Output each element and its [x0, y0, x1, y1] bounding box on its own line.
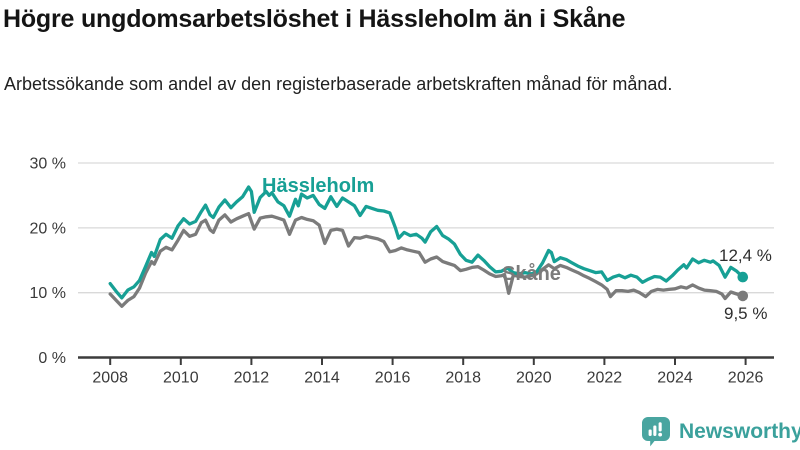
newsworthy-bubble-chart-icon: [642, 417, 670, 447]
y-tick-label: 10 %: [30, 285, 66, 302]
x-tick-label: 2024: [657, 370, 693, 387]
x-tick-label: 2020: [516, 370, 552, 387]
series-line-hssleholm: [108, 185, 745, 300]
series-label-skane: Skåne: [502, 263, 561, 285]
y-tick-label: 20 %: [30, 220, 66, 237]
series-end-dot-skne: [737, 290, 749, 302]
x-tick-label: 2014: [304, 370, 340, 387]
x-tick-label: 2026: [728, 370, 764, 387]
series-end-dot-hssleholm: [737, 271, 749, 283]
x-tick-label: 2010: [163, 370, 199, 387]
x-tick-label: 2022: [587, 370, 623, 387]
series-label-hassleholm: Hässleholm: [262, 175, 375, 197]
end-value-label-skane: 9,5 %: [724, 304, 768, 323]
y-tick-label: 30 %: [30, 156, 66, 173]
page-title: Högre ungdomsarbetslöshet i Hässleholm ä…: [3, 5, 626, 33]
x-tick-label: 2008: [92, 370, 128, 387]
newsworthy-wordmark: Newsworthy: [679, 420, 800, 443]
newsworthy-logo: Newsworthy: [641, 415, 800, 449]
end-value-label-hassleholm: 12,4 %: [719, 246, 772, 265]
x-tick-label: 2016: [375, 370, 411, 387]
x-tick-label: 2012: [234, 370, 270, 387]
y-tick-label: 0 %: [38, 350, 66, 367]
chart-subtitle: Arbetssökande som andel av den registerb…: [4, 74, 673, 94]
x-tick-label: 2018: [445, 370, 481, 387]
series-line-skne: [108, 211, 745, 308]
